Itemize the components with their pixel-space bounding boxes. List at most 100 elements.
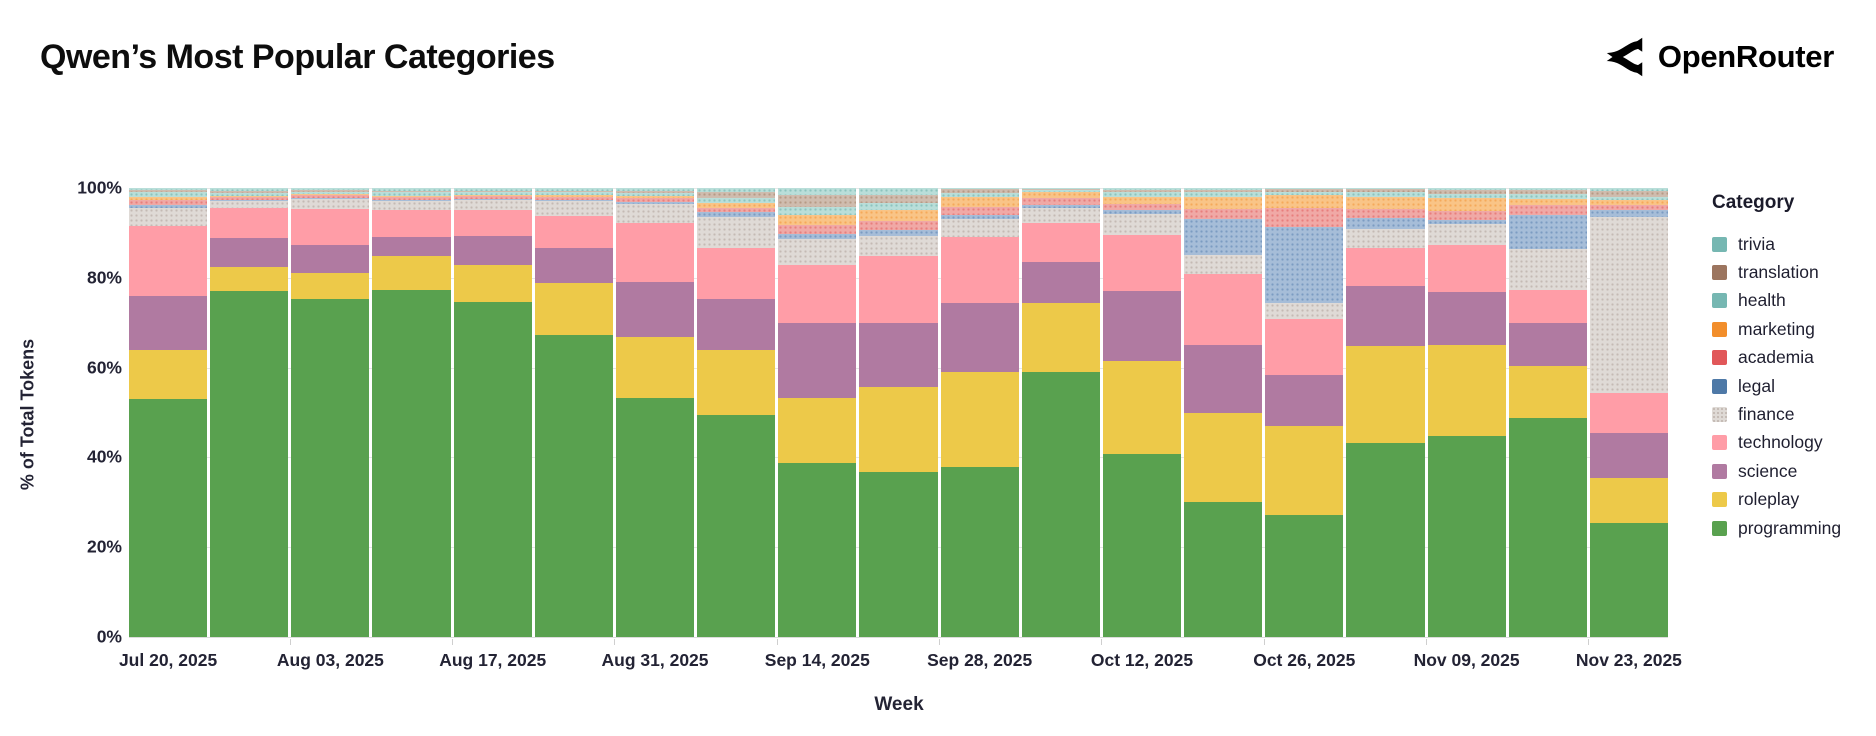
- segment-marketing[interactable]: [291, 193, 370, 196]
- segment-roleplay[interactable]: [1508, 365, 1587, 419]
- segment-marketing[interactable]: [615, 196, 695, 199]
- segment-programming[interactable]: [1589, 523, 1668, 637]
- segment-roleplay[interactable]: [1021, 303, 1100, 372]
- segment-health[interactable]: [372, 192, 451, 197]
- segment-trivia[interactable]: [1102, 188, 1182, 190]
- segment-science[interactable]: [1508, 322, 1587, 366]
- segment-roleplay[interactable]: [940, 372, 1019, 468]
- segment-academia[interactable]: [778, 224, 857, 234]
- segment-trivia[interactable]: [1346, 188, 1425, 190]
- segment-health[interactable]: [291, 191, 370, 194]
- segment-programming[interactable]: [210, 290, 289, 637]
- segment-academia[interactable]: [1265, 207, 1344, 228]
- segment-legal[interactable]: [1021, 205, 1100, 209]
- segment-legal[interactable]: [1346, 218, 1425, 229]
- segment-roleplay[interactable]: [859, 387, 938, 472]
- segment-finance[interactable]: [1265, 302, 1344, 320]
- segment-translation[interactable]: [1346, 189, 1425, 193]
- segment-programming[interactable]: [1346, 442, 1425, 637]
- segment-marketing[interactable]: [372, 196, 451, 198]
- segment-marketing[interactable]: [1346, 197, 1425, 210]
- legend-item-legal[interactable]: legal: [1712, 372, 1872, 400]
- segment-academia[interactable]: [372, 197, 451, 201]
- segment-trivia[interactable]: [1021, 188, 1100, 189]
- segment-translation[interactable]: [1427, 190, 1506, 194]
- segment-trivia[interactable]: [129, 188, 208, 191]
- segment-marketing[interactable]: [210, 195, 289, 197]
- segment-trivia[interactable]: [1184, 188, 1263, 190]
- segment-trivia[interactable]: [1265, 188, 1344, 190]
- segment-marketing[interactable]: [1102, 196, 1182, 204]
- segment-legal[interactable]: [1508, 214, 1587, 249]
- segment-finance[interactable]: [1427, 223, 1506, 246]
- segment-health[interactable]: [453, 192, 532, 196]
- segment-academia[interactable]: [697, 207, 776, 213]
- segment-technology[interactable]: [372, 209, 451, 238]
- segment-programming[interactable]: [940, 467, 1019, 637]
- legend-item-academia[interactable]: academia: [1712, 344, 1872, 372]
- segment-programming[interactable]: [1102, 453, 1182, 637]
- segment-roleplay[interactable]: [697, 350, 776, 416]
- segment-marketing[interactable]: [1508, 199, 1587, 206]
- segment-finance[interactable]: [1346, 228, 1425, 249]
- segment-science[interactable]: [1427, 291, 1506, 346]
- legend-item-health[interactable]: health: [1712, 287, 1872, 315]
- segment-technology[interactable]: [1021, 222, 1100, 262]
- segment-legal[interactable]: [1427, 219, 1506, 224]
- segment-roleplay[interactable]: [291, 272, 370, 300]
- segment-health[interactable]: [129, 192, 208, 198]
- segment-science[interactable]: [453, 235, 532, 265]
- segment-technology[interactable]: [778, 264, 857, 323]
- segment-technology[interactable]: [1265, 319, 1344, 375]
- segment-translation[interactable]: [210, 190, 289, 193]
- segment-technology[interactable]: [210, 208, 289, 239]
- segment-academia[interactable]: [1427, 210, 1506, 220]
- segment-translation[interactable]: [778, 194, 857, 207]
- segment-academia[interactable]: [859, 220, 938, 230]
- segment-legal[interactable]: [129, 205, 208, 208]
- segment-marketing[interactable]: [859, 209, 938, 221]
- segment-science[interactable]: [1265, 374, 1344, 427]
- segment-translation[interactable]: [372, 190, 451, 193]
- segment-marketing[interactable]: [1427, 197, 1506, 211]
- segment-science[interactable]: [1184, 345, 1263, 414]
- segment-finance[interactable]: [291, 199, 370, 210]
- segment-trivia[interactable]: [697, 188, 776, 193]
- segment-science[interactable]: [534, 248, 613, 284]
- segment-finance[interactable]: [453, 200, 532, 210]
- segment-science[interactable]: [940, 303, 1019, 373]
- segment-technology[interactable]: [697, 248, 776, 299]
- segment-health[interactable]: [1508, 193, 1587, 200]
- segment-finance[interactable]: [697, 216, 776, 249]
- segment-science[interactable]: [210, 238, 289, 268]
- segment-translation[interactable]: [1589, 191, 1668, 197]
- segment-science[interactable]: [1021, 261, 1100, 304]
- segment-finance[interactable]: [778, 239, 857, 265]
- segment-technology[interactable]: [1346, 248, 1425, 286]
- segment-translation[interactable]: [1265, 189, 1344, 193]
- segment-science[interactable]: [615, 281, 695, 338]
- segment-marketing[interactable]: [534, 195, 613, 197]
- segment-trivia[interactable]: [372, 188, 451, 191]
- segment-legal[interactable]: [534, 200, 613, 202]
- segment-roleplay[interactable]: [1346, 346, 1425, 443]
- segment-translation[interactable]: [697, 192, 776, 198]
- segment-programming[interactable]: [697, 415, 776, 637]
- segment-trivia[interactable]: [210, 188, 289, 191]
- segment-technology[interactable]: [1102, 235, 1182, 291]
- segment-health[interactable]: [1427, 193, 1506, 198]
- segment-translation[interactable]: [859, 195, 938, 203]
- segment-health[interactable]: [615, 192, 695, 197]
- segment-health[interactable]: [940, 192, 1019, 198]
- legend-item-programming[interactable]: programming: [1712, 514, 1872, 542]
- segment-legal[interactable]: [859, 229, 938, 236]
- segment-legal[interactable]: [1102, 209, 1182, 215]
- segment-translation[interactable]: [1508, 189, 1587, 194]
- segment-health[interactable]: [778, 206, 857, 215]
- segment-health[interactable]: [1589, 196, 1668, 200]
- brand-logo[interactable]: OpenRouter: [1602, 36, 1834, 78]
- segment-roleplay[interactable]: [210, 267, 289, 291]
- segment-marketing[interactable]: [940, 197, 1019, 208]
- segment-roleplay[interactable]: [1184, 413, 1263, 502]
- segment-roleplay[interactable]: [372, 255, 451, 290]
